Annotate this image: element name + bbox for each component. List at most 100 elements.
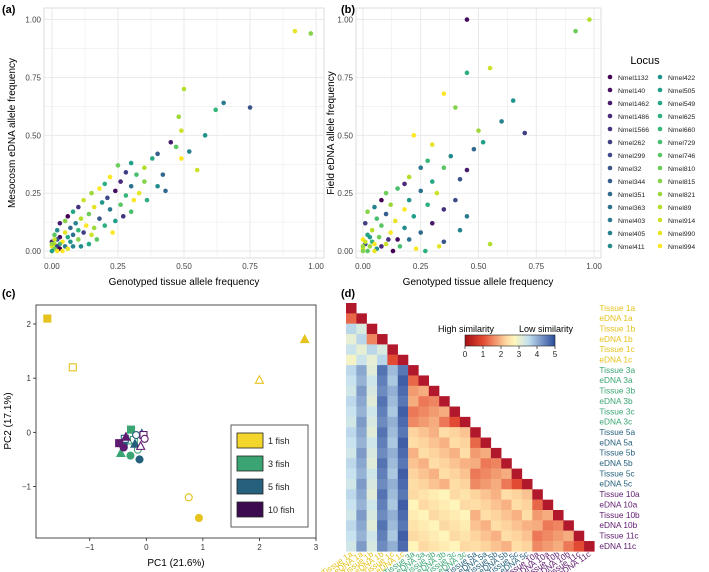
heatmap-cell: [387, 468, 398, 480]
heatmap-cell: [532, 541, 543, 552]
data-point: [418, 165, 424, 171]
heatmap-cell: [356, 520, 367, 531]
data-point: [173, 144, 179, 150]
colorbar-right-label: Low similarity: [519, 324, 574, 334]
heatmap-cell: [387, 354, 398, 366]
heatmap-cell: [470, 447, 481, 459]
data-point: [213, 107, 218, 113]
data-point: [406, 197, 412, 203]
heatmap-cell: [553, 541, 564, 552]
locus-legend-marker: [657, 152, 663, 158]
locus-legend-marker: [657, 113, 663, 119]
heatmap-cell: [459, 489, 471, 500]
heatmap-cell: [366, 530, 378, 542]
heatmap-cell: [428, 468, 440, 480]
heatmap-cell: [397, 437, 409, 449]
x-tick-label: 0.25: [413, 262, 429, 271]
data-point: [441, 239, 447, 245]
pca-legend-label: 1 fish: [268, 436, 290, 446]
data-point: [425, 158, 430, 164]
data-point: [202, 133, 208, 138]
locus-legend-label: Nmel344: [618, 179, 645, 186]
data-point: [379, 223, 384, 228]
heatmap-cell: [346, 520, 357, 531]
heatmap-cell: [346, 334, 357, 345]
locus-legend-label: Nmel990: [668, 231, 695, 238]
heatmap-cell: [377, 478, 388, 490]
locus-legend-label: Nmel549: [668, 101, 695, 108]
heatmap-cell: [356, 385, 367, 397]
locus-legend-marker: [607, 113, 613, 119]
heatmap-cell: [377, 406, 388, 418]
data-point: [441, 165, 447, 171]
heatmap-cell: [377, 344, 388, 355]
heatmap-cell: [511, 510, 523, 521]
heatmap-cell: [439, 406, 450, 418]
locus-legend-marker: [607, 139, 613, 145]
data-point: [70, 244, 76, 249]
heatmap-cell: [470, 510, 481, 521]
panel-label-c: (c): [2, 288, 16, 300]
data-point: [62, 230, 68, 235]
heatmap-row-label: Tissue 1c: [599, 344, 634, 354]
heatmap-row-label: eDNA 5b: [599, 458, 633, 468]
pca-legend-swatch: [236, 432, 264, 449]
heatmap-cell: [366, 344, 378, 355]
data-point: [457, 176, 463, 182]
heatmap-cell: [387, 447, 398, 459]
heatmap-cell: [542, 510, 554, 521]
heatmap-cell: [408, 530, 419, 542]
heatmap-cell: [346, 437, 357, 449]
heatmap-cell: [439, 541, 450, 552]
heatmap-cell: [542, 499, 554, 511]
heatmap-cell: [397, 447, 409, 459]
data-point: [99, 200, 105, 205]
locus-legend-label: Nmel32: [618, 166, 642, 173]
heatmap-cell: [480, 437, 492, 449]
scatter-panel-b: 0.00 0.25 0.50 0.75 1.00 0.00 0.25 0.50 0.75 1.00…: [326, 7, 602, 288]
heatmap-cell: [449, 458, 461, 469]
heatmap-cell: [356, 458, 367, 469]
locus-legend: Locus Nmel1132 Nmel140 Nmel1462 Nmel1486 Nme…: [607, 55, 695, 251]
heatmap-cell: [449, 530, 461, 542]
heatmap-cell: [356, 510, 367, 521]
data-point: [155, 183, 160, 189]
heatmap-cell: [397, 385, 409, 397]
heatmap-cell: [428, 385, 440, 397]
heatmap-row-label: eDNA 3c: [599, 417, 632, 427]
heatmap-cell: [449, 499, 461, 511]
locus-legend-label: Nmel1462: [618, 101, 649, 108]
heatmap-cell: [449, 478, 461, 490]
heatmap-cell: [428, 458, 440, 469]
heatmap-cell: [501, 520, 512, 531]
heatmap-cell: [387, 396, 398, 407]
heatmap-cell: [449, 437, 461, 449]
data-point: [128, 183, 134, 189]
heatmap-cell: [418, 447, 429, 459]
heatmap-cell: [366, 375, 378, 386]
heatmap-cell: [346, 344, 357, 355]
heatmap-row-label: eDNA 11c: [599, 541, 636, 551]
heatmap-cell: [346, 313, 357, 324]
heatmap-cell: [418, 510, 429, 521]
data-point: [134, 172, 139, 177]
heatmap-cell: [449, 416, 461, 428]
heatmap-cell: [387, 344, 398, 355]
y-tick-label: 1.00: [25, 16, 41, 25]
pca-point: [126, 451, 135, 460]
heatmap-cell: [532, 499, 543, 511]
x-tick-label: 1.00: [308, 262, 324, 271]
data-point: [587, 17, 592, 22]
data-point: [115, 163, 121, 168]
data-point: [457, 227, 463, 233]
heatmap-cell: [397, 406, 409, 418]
heatmap-cell: [428, 530, 440, 542]
heatmap-cell: [356, 437, 367, 449]
heatmap-row-label: eDNA 1a: [599, 313, 633, 323]
heatmap-cell: [439, 530, 450, 542]
y-tick-label: 0.00: [25, 247, 41, 256]
colorbar-tick-label: 1: [481, 350, 486, 359]
data-point: [70, 209, 76, 215]
data-point: [62, 218, 68, 224]
